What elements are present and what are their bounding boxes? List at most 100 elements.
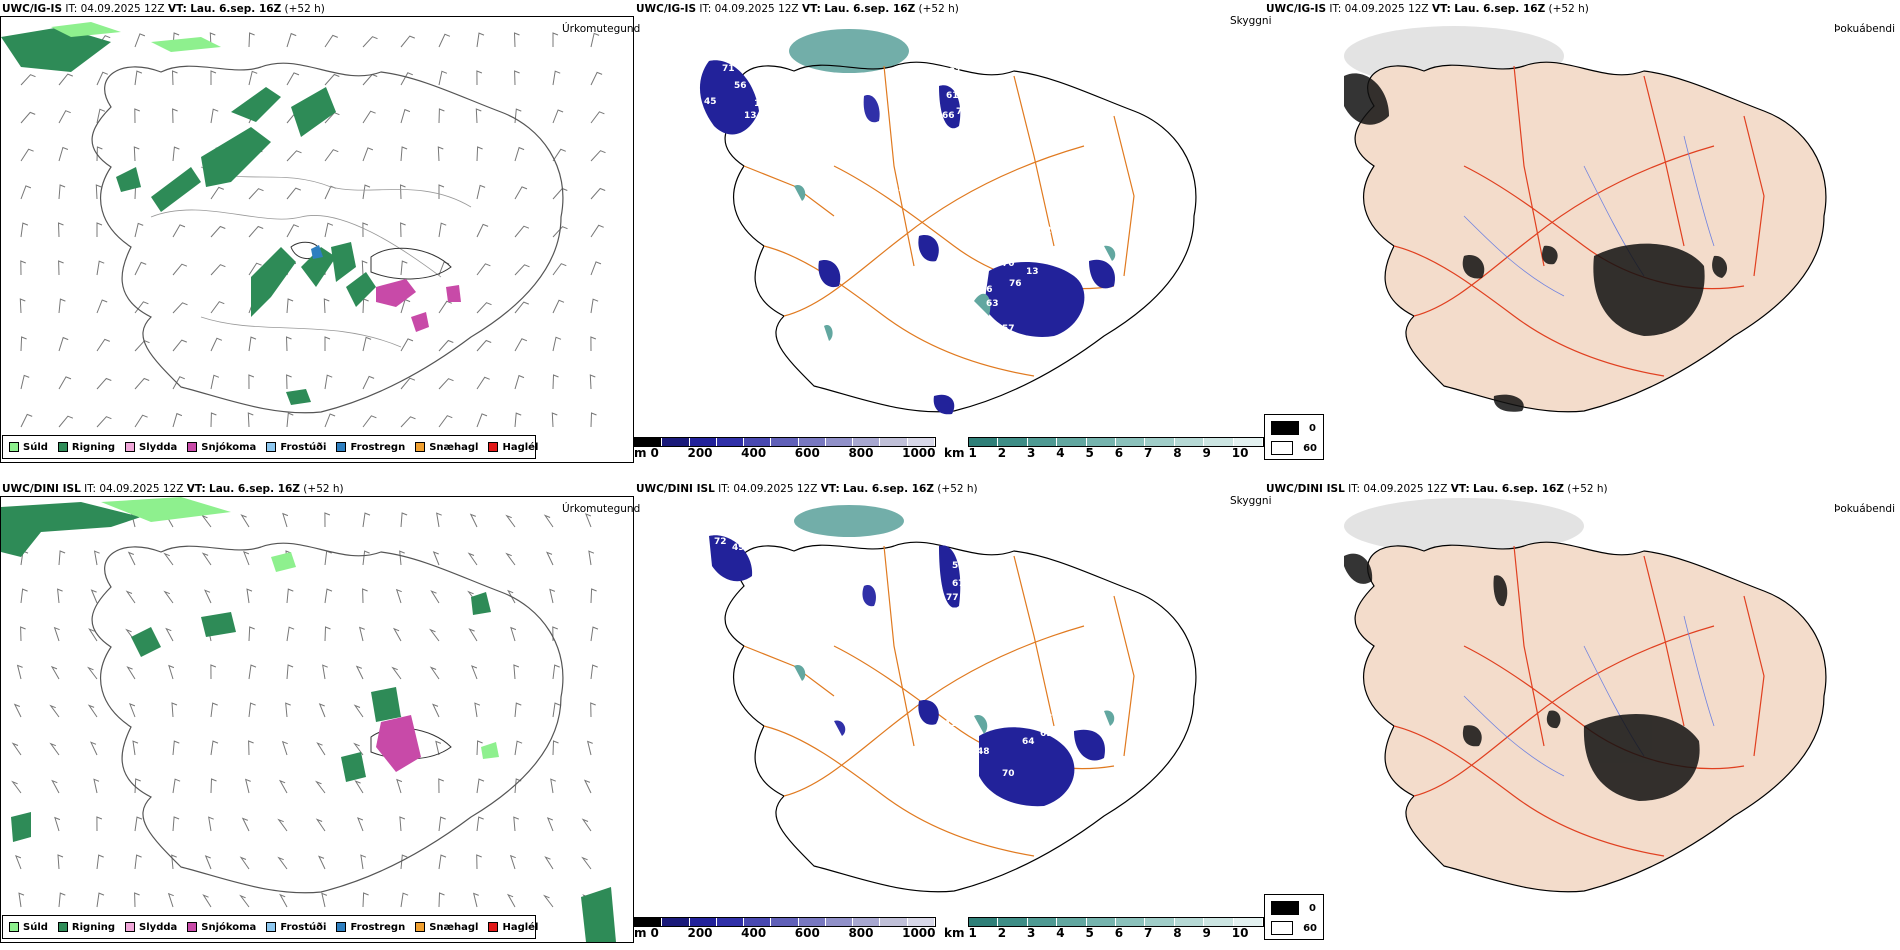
wind-barb xyxy=(362,375,375,390)
height-colorbar-1 xyxy=(634,437,936,447)
wind-barb xyxy=(210,301,225,314)
wind-barb xyxy=(210,740,219,756)
wind-barb xyxy=(172,740,180,756)
wind-barb xyxy=(210,337,223,352)
it-prefix: IT: xyxy=(65,3,78,15)
wind-barb xyxy=(362,512,371,528)
cloud-base-label: 13 xyxy=(744,111,757,121)
fog-legend-row: 60 xyxy=(1271,921,1317,935)
vis-areas xyxy=(794,184,1116,341)
wind-barb xyxy=(243,551,250,566)
fog-panel-2: UWC/DINI ISL IT: 04.09.2025 12Z VT: Lau.… xyxy=(1264,480,1900,950)
wind-barb xyxy=(172,146,180,162)
cloud-panel-1: UWC/IG-IS IT: 04.09.2025 12Z VT: Lau. 6.… xyxy=(634,0,1272,470)
wind-barb xyxy=(476,32,485,48)
wind-barb xyxy=(476,263,491,276)
colorbar-tick: 0 xyxy=(650,926,659,940)
wind-barb xyxy=(438,108,445,124)
valid-time: Lau. 6.sep. 16Z xyxy=(1473,483,1564,495)
cloud-base-label: 66 xyxy=(980,285,993,295)
precip-legend-list: Súld Rigning Slydda Snjókoma Frostúði Frostre… xyxy=(9,442,538,453)
wind-barb xyxy=(432,551,440,566)
wind-barb xyxy=(362,336,372,352)
legend-swatch xyxy=(488,442,499,452)
precip-legend-item: Frostúði xyxy=(266,922,326,933)
fog-header-1: UWC/IG-IS IT: 04.09.2025 12Z VT: Lau. 6.… xyxy=(1266,3,1589,15)
wind-barb xyxy=(476,413,488,428)
legend-label: Frostúði xyxy=(280,921,327,933)
precip-legend-item: Frostregn xyxy=(336,922,405,933)
wind-barb xyxy=(210,108,219,124)
wind-barb xyxy=(467,552,478,566)
wind-barb xyxy=(544,856,554,870)
colorbar-segment xyxy=(1116,918,1146,926)
cloud-base-label: 72 xyxy=(714,537,727,547)
colorbar-tick: 400 xyxy=(741,926,767,940)
wind-barb xyxy=(324,185,337,200)
wind-barb xyxy=(247,412,254,428)
wind-barb xyxy=(58,73,73,86)
wind-barb xyxy=(248,374,255,390)
wind-barb xyxy=(514,412,522,428)
wind-barb xyxy=(58,110,71,124)
colorbar-segment xyxy=(880,438,908,446)
wind-barb xyxy=(20,260,26,276)
colorbar-segment xyxy=(1204,438,1234,446)
valid-time: Lau. 6.sep. 16Z xyxy=(209,483,300,495)
colorbar-unit: m xyxy=(634,926,647,940)
colorbar-segment xyxy=(1057,438,1087,446)
wind-barb xyxy=(552,299,565,314)
model-name: UWC/IG-IS xyxy=(2,3,63,15)
wind-barb xyxy=(590,224,604,238)
wind-barb xyxy=(49,742,60,756)
colorbar-segment xyxy=(853,438,881,446)
wind-barb xyxy=(546,817,554,832)
colorbar-tick: 4 xyxy=(1056,926,1065,940)
cloud-base-label: 63 xyxy=(738,49,751,59)
wind-barb xyxy=(429,666,440,680)
cloud-base-label: 52 xyxy=(1039,226,1052,236)
fog-legend-swatch xyxy=(1271,921,1294,935)
it-prefix: IT: xyxy=(1348,483,1361,495)
lead-time: (+52 h) xyxy=(1567,483,1608,495)
wind-barb xyxy=(57,222,64,238)
wind-barb xyxy=(172,224,186,238)
cloud-base-label: 16 xyxy=(754,99,767,109)
colorbar-segment xyxy=(716,918,745,926)
colorbar-tick: 6 xyxy=(1114,446,1124,460)
legend-label: Frostúði xyxy=(280,441,327,453)
valid-time: Lau. 6.sep. 16Z xyxy=(843,483,934,495)
wind-barb xyxy=(281,740,288,756)
wind-barb xyxy=(54,816,61,832)
wind-barb xyxy=(476,184,486,200)
cloud-base-label: 64 xyxy=(1022,737,1035,747)
fog-legend-row: 60 xyxy=(1271,441,1317,455)
colorbar-segment xyxy=(1145,918,1175,926)
precip-map-2 xyxy=(1,497,616,942)
wind-barb xyxy=(134,33,146,48)
colorbar-tick: 1 xyxy=(968,446,977,460)
wind-barb xyxy=(429,628,440,642)
colorbar-segment xyxy=(907,918,935,926)
legend-label: Snjókoma xyxy=(201,921,257,933)
wind-barb xyxy=(506,893,516,908)
wind-barb xyxy=(210,412,217,428)
wind-barb xyxy=(590,336,597,352)
lead-time: (+52 h) xyxy=(303,483,344,495)
wind-barb xyxy=(318,703,326,718)
wind-barb xyxy=(93,778,100,794)
wind-barb xyxy=(134,414,148,428)
fog-legend-2: 0 60 xyxy=(1264,894,1324,940)
colorbar-segment xyxy=(1233,438,1264,446)
wind-barb xyxy=(96,892,105,908)
wind-barb xyxy=(360,854,367,870)
precip-legend-item: Snjókoma xyxy=(187,922,256,933)
wind-barb xyxy=(552,336,562,352)
wind-barb xyxy=(469,513,478,528)
wind-barb xyxy=(590,261,602,276)
wind-barb xyxy=(208,816,214,832)
wind-barb xyxy=(590,588,597,604)
legend-label: Snæhagl xyxy=(429,441,479,453)
wind-barb xyxy=(58,415,74,428)
